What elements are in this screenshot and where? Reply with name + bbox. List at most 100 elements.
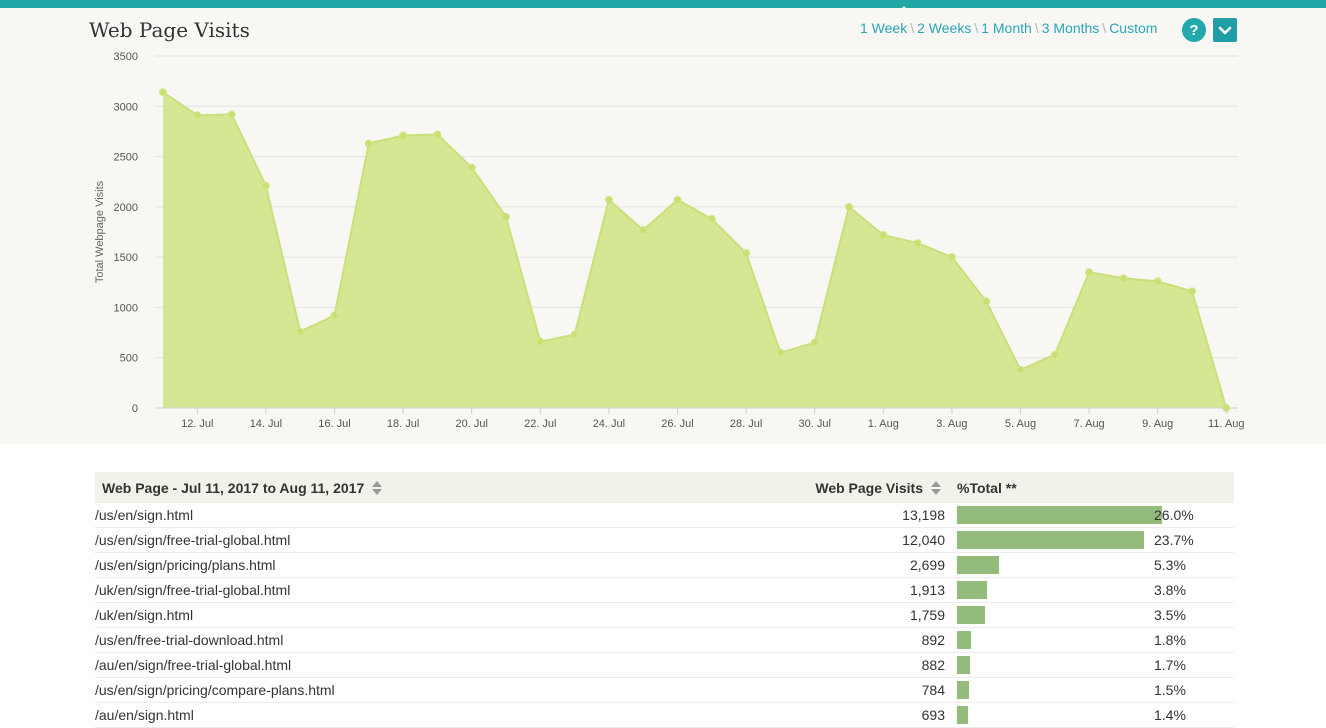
range-3-months[interactable]: 3 Months <box>1041 20 1100 36</box>
range-1-week[interactable]: 1 Week <box>860 20 908 36</box>
sort-icon[interactable] <box>372 480 383 496</box>
row-page-url: /us/en/sign/pricing/compare-plans.html <box>95 677 795 703</box>
row-bar-cell <box>945 503 1162 528</box>
x-tick-label: 24. Jul <box>593 418 625 430</box>
data-point <box>364 139 373 148</box>
data-point <box>536 337 545 346</box>
row-bar-cell <box>945 677 1154 703</box>
data-point <box>1119 274 1128 283</box>
x-tick-label: 5. Aug <box>1005 418 1036 430</box>
pct-bar <box>957 531 1144 549</box>
x-tick-label: 3. Aug <box>936 418 967 430</box>
top-accent-bar <box>0 0 1326 12</box>
row-bar-cell <box>945 527 1154 553</box>
row-pct: 3.8% <box>1154 577 1235 603</box>
table-row[interactable]: /us/en/sign.html 13,198 26.0% <box>95 503 1235 528</box>
table-row[interactable]: /us/en/free-trial-download.html 892 1.8% <box>95 627 1235 653</box>
data-point <box>1153 277 1162 286</box>
y-axis-title: Total Webpage Visits <box>94 180 106 283</box>
pct-bar <box>957 706 968 724</box>
x-tick-label: 20. Jul <box>455 418 487 430</box>
row-pct: 5.3% <box>1154 552 1235 578</box>
pct-bar <box>957 656 970 674</box>
header-visits-label: Web Page Visits <box>815 479 923 496</box>
data-point <box>1188 287 1196 296</box>
pct-bar <box>957 506 1162 524</box>
table-row[interactable]: /uk/en/sign/free-trial-global.html 1,913 3… <box>95 577 1235 603</box>
range-1-month[interactable]: 1 Month <box>981 20 1032 36</box>
y-tick-label: 1500 <box>114 252 138 264</box>
row-visits: 1,759 <box>795 602 945 628</box>
row-visits: 2,699 <box>795 552 945 578</box>
pct-bar <box>957 681 969 699</box>
row-pct: 26.0% <box>1154 503 1235 528</box>
data-point <box>502 212 510 221</box>
y-tick-label: 3000 <box>114 101 138 113</box>
range-separator: \ <box>1034 20 1039 36</box>
row-page-url: /au/en/sign.html <box>95 702 795 728</box>
row-pct: 1.5% <box>1154 677 1235 703</box>
data-point <box>810 338 819 347</box>
y-tick-label: 0 <box>132 403 138 415</box>
chevron-down-icon <box>1218 26 1232 35</box>
data-point <box>227 110 236 119</box>
table-row[interactable]: /au/en/sign.html 693 1.4% <box>95 702 1235 728</box>
sort-icon[interactable] <box>931 480 941 496</box>
data-point <box>330 311 339 320</box>
table-row[interactable]: /au/en/sign/free-trial-global.html 882 1.7… <box>95 652 1235 678</box>
header-pct-total: %Total ** <box>945 472 1235 503</box>
data-point <box>193 111 202 120</box>
range-custom[interactable]: Custom <box>1109 20 1158 36</box>
table-row[interactable]: /uk/en/sign.html 1,759 3.5% <box>95 602 1235 628</box>
data-point <box>399 131 408 140</box>
data-point <box>879 231 888 240</box>
y-tick-label: 1000 <box>114 302 138 314</box>
row-pct: 23.7% <box>1154 527 1235 553</box>
x-tick-label: 18. Jul <box>387 418 419 430</box>
data-point <box>1016 365 1025 374</box>
data-point <box>913 239 922 248</box>
data-point <box>639 225 648 234</box>
row-visits: 892 <box>795 627 945 653</box>
row-bar-cell <box>945 652 1154 678</box>
x-tick-label: 28. Jul <box>730 418 762 430</box>
table-row[interactable]: /us/en/sign/pricing/plans.html 2,699 5.3% <box>95 552 1235 578</box>
range-2-weeks[interactable]: 2 Weeks <box>917 20 972 36</box>
table-row[interactable]: /us/en/sign/free-trial-global.html 12,040… <box>95 527 1235 553</box>
row-page-url: /us/en/sign/pricing/plans.html <box>95 552 795 578</box>
pct-bar <box>957 581 987 599</box>
pct-bar <box>957 631 971 649</box>
row-page-url: /uk/en/sign.html <box>95 602 795 628</box>
row-visits: 693 <box>795 702 945 728</box>
x-tick-label: 30. Jul <box>798 418 830 430</box>
data-point <box>433 130 442 139</box>
data-point <box>707 214 716 223</box>
series-area <box>163 92 1227 408</box>
table-header-row: Web Page - Jul 11, 2017 to Aug 11, 2017 … <box>95 472 1235 503</box>
data-point <box>570 330 579 339</box>
row-bar-cell <box>945 702 1154 728</box>
row-bar-cell <box>945 627 1154 653</box>
row-visits: 13,198 <box>795 503 945 528</box>
header-visits[interactable]: Web Page Visits <box>795 472 945 503</box>
data-point <box>982 297 991 306</box>
chart-panel: Web Page Visits 1 Week \ 2 Weeks \ 1 Month \ 3… <box>0 8 1326 444</box>
pct-bar <box>957 606 985 624</box>
chevron-down-button[interactable] <box>1213 18 1237 42</box>
row-pct: 1.4% <box>1154 702 1235 728</box>
header-pct-label: %Total ** <box>957 479 1017 496</box>
header-web-page[interactable]: Web Page - Jul 11, 2017 to Aug 11, 2017 <box>95 472 795 503</box>
data-point <box>467 163 476 172</box>
x-tick-label: 1. Aug <box>868 418 899 430</box>
y-tick-label: 2000 <box>114 202 138 214</box>
x-tick-label: 14. Jul <box>250 418 282 430</box>
data-point <box>845 202 853 211</box>
row-visits: 12,040 <box>795 527 945 553</box>
range-separator: \ <box>1102 20 1107 36</box>
data-point <box>159 88 167 97</box>
help-button[interactable]: ? <box>1182 18 1206 42</box>
data-point <box>776 348 785 357</box>
row-page-url: /uk/en/sign/free-trial-global.html <box>95 577 795 603</box>
row-visits: 784 <box>795 677 945 703</box>
table-row[interactable]: /us/en/sign/pricing/compare-plans.html 78… <box>95 677 1235 703</box>
